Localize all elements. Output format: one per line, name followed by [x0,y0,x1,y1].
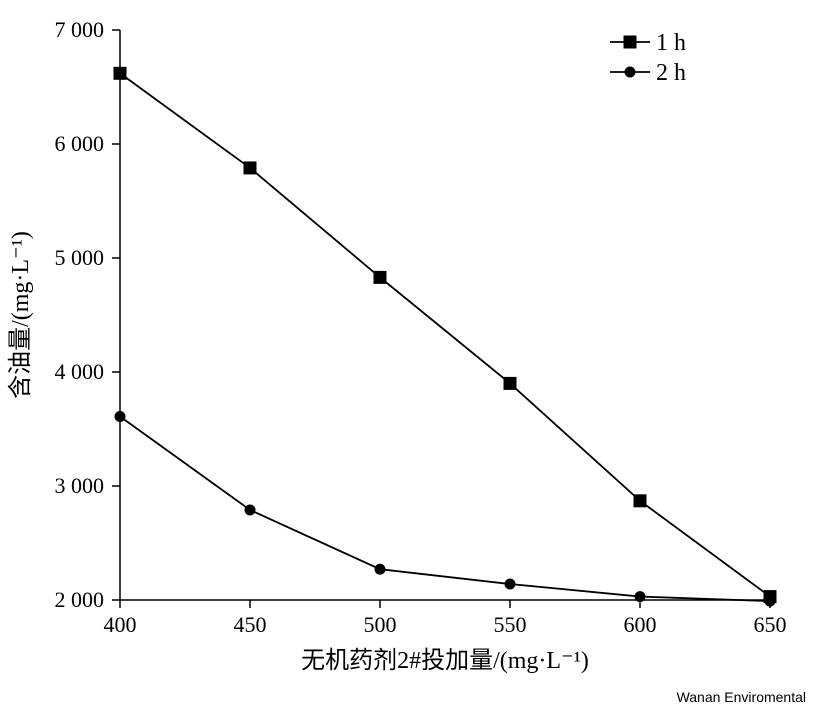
axes [120,30,770,600]
series-line-1 [120,416,770,601]
marker-circle [635,592,645,602]
legend-label: 2 h [656,60,686,86]
legend-marker-circle [625,67,635,77]
x-tick-label: 650 [754,612,787,637]
x-tick-label: 550 [494,612,527,637]
marker-circle [245,505,255,515]
series-line-0 [120,73,770,596]
marker-circle [115,411,125,421]
marker-square [244,162,256,174]
legend-marker-square [624,36,636,48]
y-tick-label: 3 000 [55,473,105,498]
x-axis-label: 无机药剂2#投加量/(mg·L⁻¹) [301,647,589,674]
chart-container: 400 450 500 550 600 650 无机药剂2#投加量/(mg·L⁻¹) 2 00… [0,0,814,710]
legend-label: 1 h [656,30,686,56]
y-tick-label: 4 000 [55,359,105,384]
x-tick-label: 500 [364,612,397,637]
y-tick-label: 2 000 [55,587,105,612]
x-tick-label: 600 [624,612,657,637]
marker-square [114,67,126,79]
marker-circle [375,564,385,574]
x-tick-label: 450 [234,612,267,637]
line-chart: 400 450 500 550 600 650 无机药剂2#投加量/(mg·L⁻¹) 2 00… [0,0,814,710]
marker-circle [505,579,515,589]
x-tick-label: 400 [104,612,137,637]
y-tick-label: 6 000 [55,131,105,156]
marker-square [634,495,646,507]
marker-circle [765,596,775,606]
y-axis-label: 含油量/(mg·L⁻¹) [7,231,34,399]
marker-square [374,271,386,283]
y-tick-label: 5 000 [55,245,105,270]
marker-square [504,377,516,389]
y-tick-label: 7 000 [55,17,105,42]
watermark: Wanan Enviromental [677,689,806,705]
